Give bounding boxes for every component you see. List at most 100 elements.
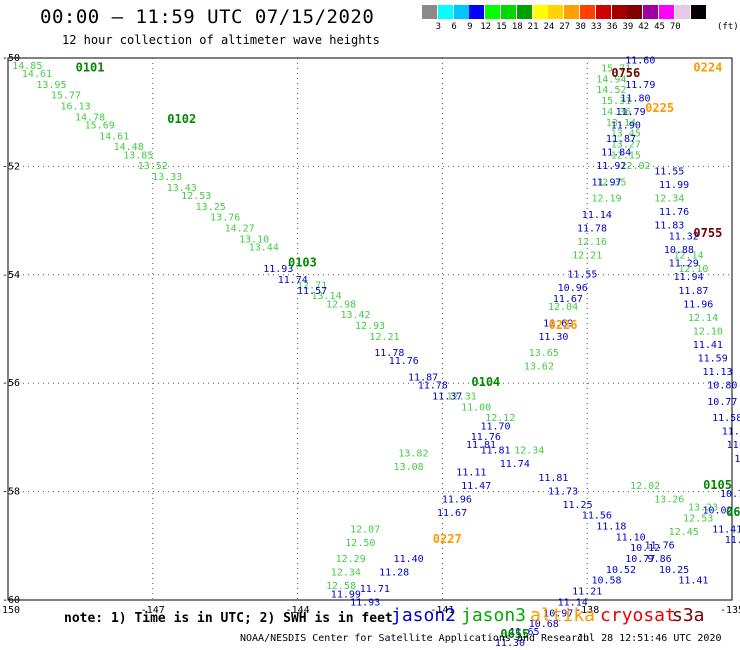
wave-height-jason3: 13.45	[611, 129, 641, 140]
wave-height-jason3: 12.34	[331, 568, 361, 579]
x-tick-label: -147	[141, 605, 165, 616]
legend-swatch	[595, 5, 611, 19]
wave-height-jason2: 11.74	[278, 275, 308, 286]
time-label: 0224	[693, 61, 722, 75]
wave-height-jason3: 12.07	[350, 524, 380, 535]
wave-height-jason2: 11.97	[591, 177, 621, 188]
wave-height-jason3: 14.61	[99, 131, 129, 142]
wave-height-jason2: 11.30	[538, 332, 568, 343]
wave-height-jason3: 13.14	[312, 291, 342, 302]
wave-height-jason2: 9.86	[648, 554, 672, 565]
wave-height-jason2: 11.96	[442, 494, 472, 505]
wave-height-jason2: 11.41	[712, 524, 740, 535]
legend-cryosat: cryosat	[600, 605, 676, 626]
wave-height-jason2: 11.13	[702, 367, 732, 378]
y-tick-label: -54	[2, 270, 20, 281]
wave-height-jason3: 13.25	[196, 202, 226, 213]
legend-unit: (ft)	[717, 22, 739, 32]
time-label: 0756	[611, 66, 640, 80]
legend-swatch	[532, 5, 548, 19]
y-tick-label: -60	[2, 595, 20, 606]
time-label: 0655	[500, 627, 529, 641]
wave-height-jason3: 16.13	[61, 101, 91, 112]
wave-height-jason2: 11.40	[394, 554, 424, 565]
plot-frame	[7, 57, 733, 601]
wave-height-jason2: 10.7	[720, 489, 740, 500]
wave-height-jason2: 10.77	[625, 554, 655, 565]
wave-height-jason3: 13.42	[340, 310, 370, 321]
wave-height-jason2: 11.99	[331, 589, 361, 600]
wave-height-jason3: 14.48	[114, 142, 144, 153]
wave-height-jason3: 12.34	[654, 194, 684, 205]
wave-height-jason3: 14.85	[12, 61, 42, 72]
wave-height-jason2: 11.14	[582, 210, 612, 221]
wave-height-jason2: 11.55	[654, 167, 684, 178]
time-label: 0104	[471, 375, 500, 389]
legend-label: 3	[435, 22, 441, 32]
legend-s3a: s3a	[672, 605, 705, 626]
legend-swatch	[453, 5, 469, 19]
x-tick-label: -150	[0, 605, 20, 616]
wave-height-jason2: 10.96	[558, 283, 588, 294]
legend-swatch	[627, 5, 643, 19]
legend-swatch	[643, 5, 659, 19]
wave-height-jason3: 14.94	[596, 74, 626, 85]
wave-height-jason3: 15.77	[51, 91, 81, 102]
legend-swatch	[422, 5, 437, 19]
legend-swatch	[580, 5, 595, 19]
wave-height-jason2: 11.21	[722, 427, 740, 438]
legend-jason3: jason3	[461, 605, 527, 626]
wave-height-jason2: 11.87	[678, 286, 708, 297]
wave-height-jason2: 11.29	[669, 259, 699, 270]
wave-height-jason3: 12.21	[369, 332, 399, 343]
wave-height-jason2: 11.92	[596, 161, 626, 172]
legend-swatch	[437, 5, 453, 19]
wave-height-jason2: 11.81	[466, 440, 496, 451]
wave-height-jason2: 10.12	[630, 543, 660, 554]
legend-label: 15	[496, 22, 507, 32]
wave-height-jason3: 12.10	[678, 264, 708, 275]
wave-height-jason2: 11.81	[480, 446, 510, 457]
wave-height-jason2: 11.10	[616, 532, 646, 543]
wave-height-jason3: 13.14	[606, 118, 636, 129]
wave-height-jason2: 10.52	[606, 565, 636, 576]
wave-height-jason3: 13.76	[210, 213, 240, 224]
wave-height-jason2: 11.58	[712, 413, 740, 424]
wave-height-jason2: 11.79	[616, 107, 646, 118]
legend-swatch	[516, 5, 532, 19]
y-tick-label: -50	[2, 53, 20, 64]
wave-height-jason2: 11.78	[374, 348, 404, 359]
y-tick-label: -52	[2, 161, 20, 172]
y-tick-label: -58	[2, 487, 20, 498]
wave-height-jason3: 13.26	[654, 494, 684, 505]
wave-height-jason3: 13.52	[138, 161, 168, 172]
wave-height-jason2: 11.55	[567, 270, 597, 281]
wave-height-jason3: 11.00	[461, 402, 491, 413]
wave-height-jason3: 12.29	[336, 554, 366, 565]
wave-height-jason2: 11.90	[611, 120, 641, 131]
wave-height-jason2: 11.41	[693, 340, 723, 351]
wave-height-jason3: 13.33	[152, 172, 182, 183]
legend-altika: altika	[530, 605, 596, 626]
wave-height-jason2: 11.2	[734, 454, 740, 465]
legend-swatch	[690, 5, 706, 19]
time-label: 0226	[549, 318, 578, 332]
time-label: 0755	[693, 226, 722, 240]
wave-height-jason3: 13.10	[239, 234, 269, 245]
wave-height-jason2: 11.21	[572, 587, 602, 598]
legend-label: 70	[669, 22, 681, 32]
wave-height-jason2: 11.14	[558, 597, 588, 608]
legend-swatch	[564, 5, 580, 19]
time-label: 0227	[433, 532, 462, 546]
wave-height-jason3: 14.36	[601, 107, 631, 118]
wave-height-jason2: 11.18	[596, 522, 626, 533]
wave-height-jason2: 11.80	[620, 93, 650, 104]
wave-height-jason3: 15.69	[85, 120, 115, 131]
legend-swatch	[548, 5, 564, 19]
time-label: 0101	[76, 61, 105, 75]
wave-height-jason3: 13.43	[167, 183, 197, 194]
wave-height-jason2: 11.28	[379, 568, 409, 579]
wave-height-jason2: 11.67	[437, 508, 467, 519]
wave-height-jason3: 12.10	[693, 326, 723, 337]
